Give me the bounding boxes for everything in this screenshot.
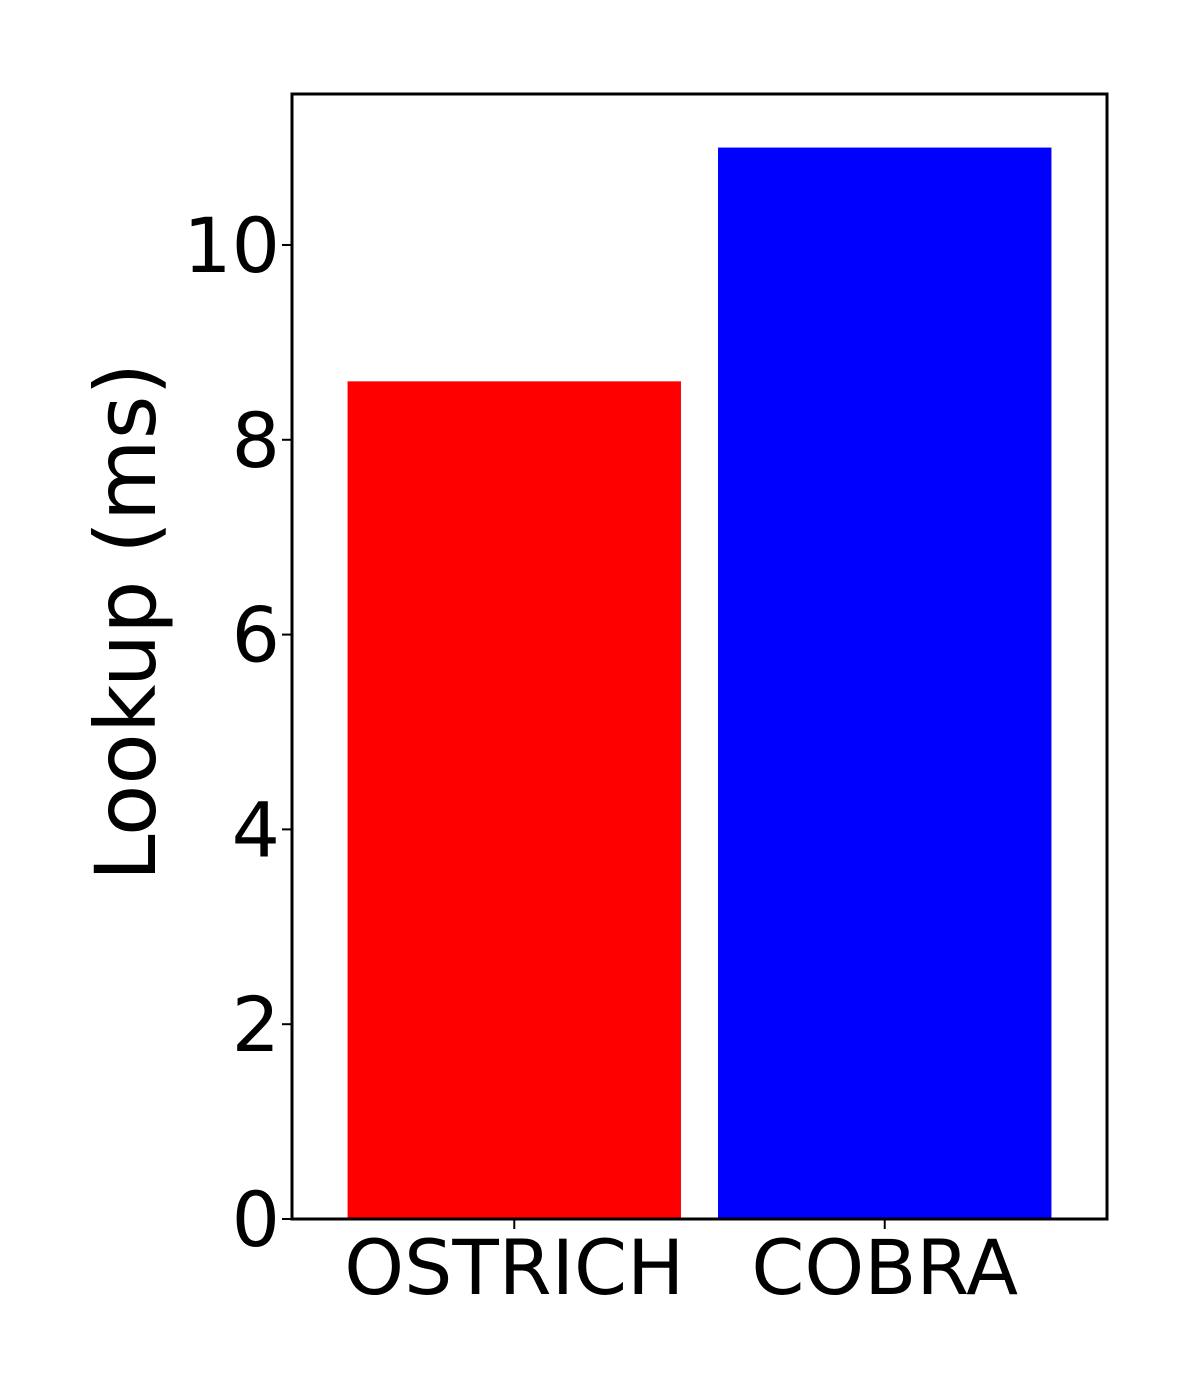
y-tick-label: 6	[232, 591, 280, 680]
y-tick-label: 4	[232, 785, 280, 874]
bars-group	[347, 147, 1052, 1220]
bar-cobra	[718, 147, 1052, 1220]
y-tick-label: 8	[232, 396, 280, 485]
x-tick-label-cobra: COBRA	[751, 1223, 1018, 1312]
y-axis-label: Lookup (ms)	[77, 363, 175, 882]
x-tick-label-ostrich: OSTRICH	[344, 1223, 684, 1312]
x-axis-ticks: OSTRICH COBRA	[344, 1219, 1018, 1312]
y-tick-label: 10	[183, 201, 280, 290]
y-axis-ticks: 0 2 4 6 8 10	[183, 201, 292, 1264]
plot-frame	[290, 92, 1109, 1221]
y-tick-label: 0	[232, 1175, 280, 1264]
bar-ostrich	[347, 381, 681, 1220]
y-tick-label: 2	[232, 980, 280, 1069]
